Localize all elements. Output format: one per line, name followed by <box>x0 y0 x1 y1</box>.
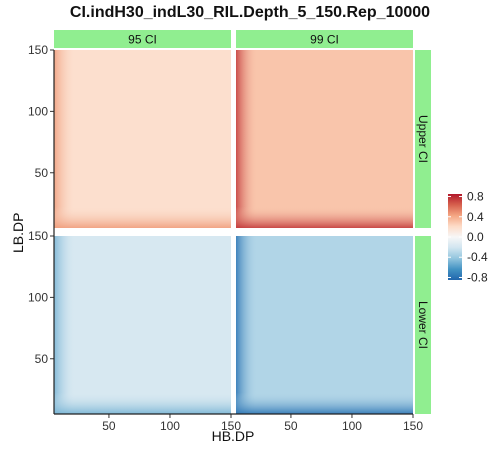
y-tick-label: 100 <box>28 104 48 118</box>
panel-gradient-bottom <box>236 50 413 228</box>
legend-colorbar <box>448 194 462 280</box>
y-tick-label: 150 <box>28 43 48 57</box>
column-strip-label: 99 CI <box>310 33 339 47</box>
legend-label: 0.4 <box>467 210 484 224</box>
panel-gradient-bottom <box>54 50 231 228</box>
x-tick-label: 50 <box>102 419 116 433</box>
column-strip-1 <box>54 30 231 48</box>
heatmap-panel-4 <box>236 236 413 414</box>
row-strip-1 <box>415 50 431 228</box>
x-tick-label: 150 <box>221 419 241 433</box>
heatmap-panel-1 <box>54 50 231 228</box>
x-tick-label: 100 <box>160 419 180 433</box>
legend-label: 0.0 <box>467 230 484 244</box>
heatmap-panel-2 <box>236 50 413 228</box>
chart-title: CI.indH30_indL30_RIL.Depth_5_150.Rep_100… <box>69 4 431 21</box>
panel-gradient-bottom <box>236 236 413 414</box>
x-tick-label: 150 <box>403 419 423 433</box>
x-tick-label: 50 <box>284 419 298 433</box>
y-axis-title: LB.DP <box>10 212 26 253</box>
y-tick-label: 150 <box>28 229 48 243</box>
legend-label: -0.8 <box>467 270 488 284</box>
legend-label: -0.4 <box>467 250 488 264</box>
row-strip-label: Upper CI <box>416 115 430 163</box>
x-axis-title: HB.DP <box>211 428 255 444</box>
heatmap-panel-3 <box>54 236 231 414</box>
row-strip-2 <box>415 236 431 414</box>
y-tick-label: 50 <box>35 352 49 366</box>
column-strip-label: 95 CI <box>128 33 157 47</box>
row-strip-label: Lower CI <box>416 301 430 349</box>
legend-label: 0.8 <box>467 190 484 204</box>
panel-gradient-bottom <box>54 236 231 414</box>
y-tick-label: 50 <box>35 166 49 180</box>
y-tick-label: 100 <box>28 290 48 304</box>
x-tick-label: 100 <box>342 419 362 433</box>
column-strip-2 <box>236 30 413 48</box>
